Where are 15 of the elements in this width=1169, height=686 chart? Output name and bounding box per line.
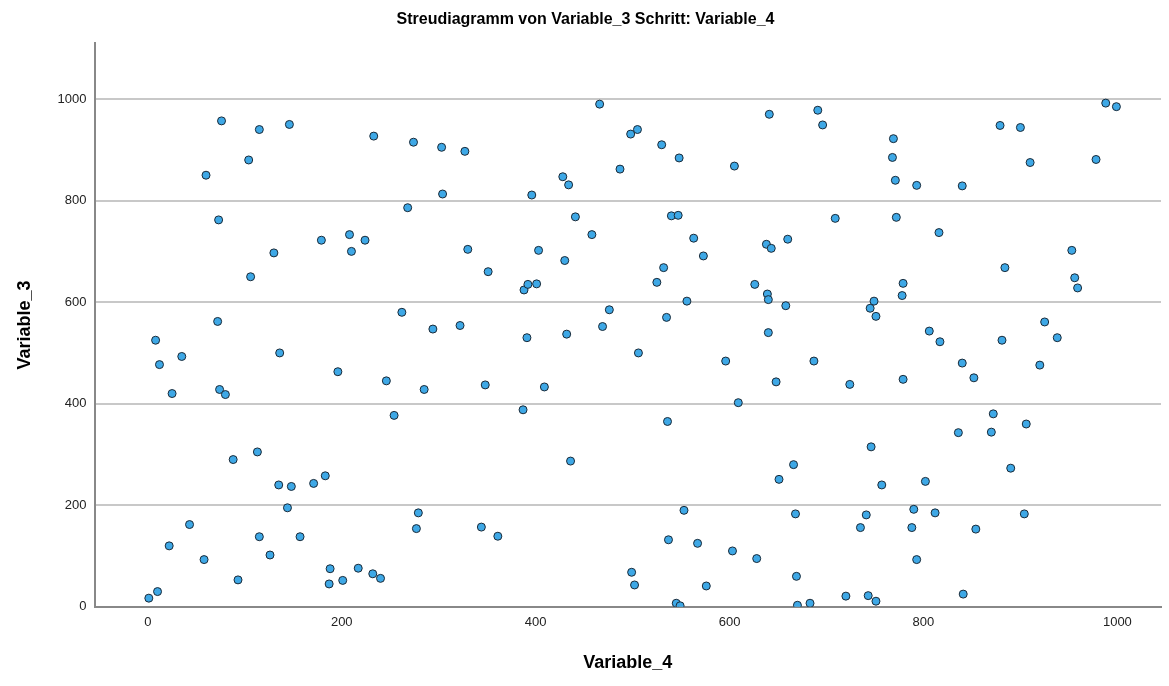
y-axis-title: Variable_3 — [13, 280, 34, 370]
x-tick-label: 1000 — [1102, 614, 1132, 630]
y-tick-label: 400 — [64, 395, 87, 411]
chart-title: Streudiagramm von Variable_3 Schritt: Variable_4 — [396, 10, 775, 28]
y-tick-label: 800 — [64, 192, 87, 208]
x-tick-label: 0 — [144, 614, 152, 630]
x-tick-label: 200 — [330, 614, 353, 630]
x-axis-title: Variable_4 — [583, 652, 673, 673]
x-tick-label: 600 — [718, 614, 741, 630]
y-tick-label: 1000 — [57, 90, 87, 106]
x-tick-label: 400 — [524, 614, 547, 630]
y-tick-label: 600 — [64, 293, 87, 309]
y-tick-label: 200 — [64, 496, 87, 512]
y-tick-label: 0 — [79, 598, 87, 614]
x-tick-label: 800 — [912, 614, 935, 630]
